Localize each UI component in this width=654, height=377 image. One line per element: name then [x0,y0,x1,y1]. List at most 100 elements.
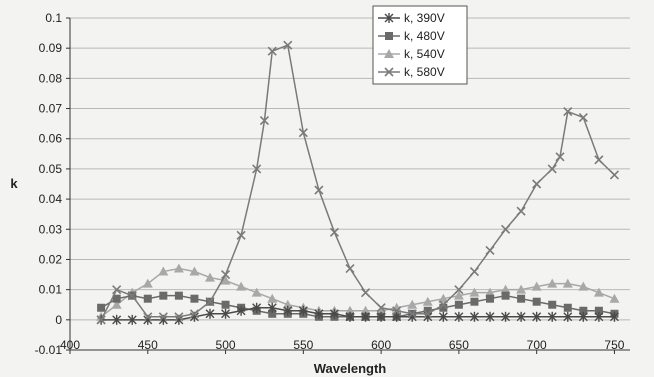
x-marker-stroke [469,266,480,277]
legend-marker [385,32,393,40]
data-point [236,305,246,316]
data-point [314,308,324,319]
data-point [562,278,573,288]
data-point [469,311,479,322]
data-point [531,281,542,291]
data-point [267,302,277,313]
y-tick-label: 0.01 [39,283,63,297]
data-point [548,300,557,309]
data-point [532,179,542,189]
data-point [453,290,464,300]
y-tick-label: 0.07 [39,102,63,116]
data-point [252,302,262,313]
x-marker-stroke [423,309,433,319]
x-marker-stroke [314,185,324,195]
legend-label: k, 390V [404,11,445,25]
y-tick-label: 0.03 [39,222,63,236]
data-point [329,308,339,319]
x-tick-label: 600 [371,338,391,352]
x-marker-stroke [392,306,402,316]
square-marker [579,306,588,315]
data-point [345,263,355,274]
data-point [376,303,386,313]
data-point [361,311,371,322]
triangle-marker [453,290,464,300]
data-point [594,306,603,315]
triangle-marker [189,266,200,276]
data-point [609,311,619,322]
data-point [96,315,106,325]
data-point [189,309,200,319]
triangle-marker [516,284,527,294]
triangle-marker [438,293,449,303]
x-tick-label: 400 [60,338,80,352]
legend-label: k, 580V [404,65,445,79]
data-point [345,311,355,322]
triangle-marker [158,266,169,276]
x-marker-stroke [609,170,620,180]
data-point [298,128,308,138]
x-marker-stroke [547,164,557,174]
square-marker [470,297,479,306]
data-point [516,206,526,216]
legend-marker [384,13,394,23]
triangle-marker [500,284,511,294]
x-marker-stroke [360,288,371,298]
triangle-marker [578,281,589,291]
y-tick-label: 0.06 [39,132,63,146]
data-point [159,291,168,300]
data-point [578,113,588,123]
data-point [407,309,417,319]
data-point [454,285,464,295]
x-marker-stroke [127,291,137,301]
data-point [438,293,449,303]
legend-item: k, 390V [378,11,445,25]
x-marker-stroke [532,179,542,189]
triangle-marker [562,278,573,288]
square-marker [501,291,510,300]
data-point [501,291,510,300]
x-marker-stroke [267,46,277,56]
square-marker [532,297,541,306]
data-point [391,302,402,312]
triangle-marker [142,278,153,288]
data-point [174,291,183,300]
data-point [486,294,494,303]
triangle-marker [531,281,542,291]
y-tick-label: -0.01 [35,343,63,357]
triangle-marker [267,293,278,303]
x-marker-stroke [259,116,270,126]
data-point [485,245,495,255]
x-tick-label: 500 [216,338,236,352]
y-tick-label: 0.09 [39,41,63,55]
square-marker [548,300,557,309]
triangle-marker [345,305,355,315]
y-axis-ticks: -0.01 0 0.01 0.02 0.03 0.04 0.05 0.06 0.07 0.08 0.… [35,11,70,357]
data-point [329,227,340,237]
x-axis-title: Wavelength [314,361,387,376]
data-point [142,278,153,288]
x-marker-stroke [220,269,231,280]
data-point [469,287,480,297]
x-marker-stroke [578,113,588,123]
triangle-marker [220,275,231,285]
triangle-marker [282,299,293,309]
y-tick-label: 0.08 [39,71,63,85]
square-marker [268,309,277,318]
x-marker-stroke [283,40,293,50]
triangle-marker [609,293,620,303]
x-marker-stroke [376,303,386,313]
data-point [251,287,262,297]
triangle-marker [173,263,184,273]
data-point [252,164,262,174]
data-point [609,293,620,303]
x-marker-stroke [384,67,394,77]
data-point [579,306,588,315]
x-marker-stroke [174,312,184,322]
data-point [516,311,526,322]
data-point [205,308,215,319]
data-point [485,287,495,297]
data-point [97,303,106,312]
x-marker-stroke [555,152,565,162]
